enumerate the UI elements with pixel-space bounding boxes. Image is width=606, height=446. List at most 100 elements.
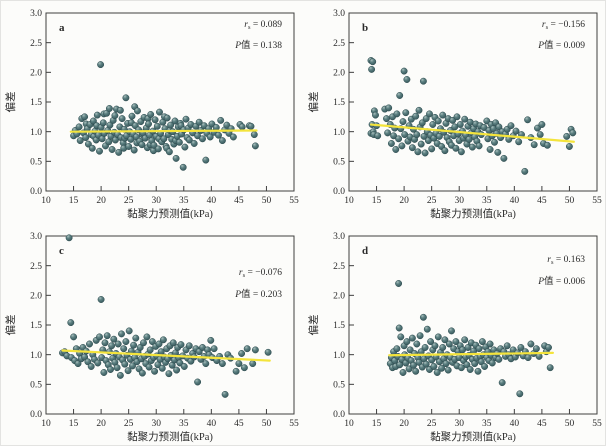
data-point — [414, 148, 422, 156]
y-tick-label: 1.0 — [30, 128, 42, 138]
data-point — [121, 360, 129, 368]
x-tick-label: 25 — [124, 196, 134, 206]
data-point — [156, 108, 163, 116]
data-point — [143, 333, 151, 341]
data-point — [97, 296, 105, 303]
data-point — [395, 324, 403, 332]
stat-p: P值 = 0.009 — [537, 39, 585, 51]
data-point — [532, 345, 540, 353]
y-tick-label: 2.5 — [333, 262, 345, 272]
y-tick-label: 0.0 — [333, 187, 345, 197]
data-point — [495, 123, 503, 131]
data-point — [249, 360, 257, 368]
scatter-points — [59, 234, 272, 398]
data-point — [169, 339, 177, 347]
data-point — [110, 335, 118, 343]
data-point — [503, 342, 511, 350]
data-point — [530, 141, 538, 149]
y-tick-label: 1.0 — [30, 351, 42, 361]
data-point — [415, 358, 423, 366]
data-point — [130, 341, 138, 349]
x-tick-label: 25 — [427, 419, 437, 429]
data-point — [512, 127, 520, 135]
data-point — [393, 110, 401, 118]
data-point — [167, 121, 175, 129]
data-point — [399, 369, 407, 376]
data-point — [516, 390, 524, 398]
data-point — [185, 342, 193, 350]
data-point — [452, 144, 460, 152]
y-tick-label: 2.0 — [30, 292, 42, 302]
data-point — [569, 129, 577, 137]
data-point — [218, 360, 226, 368]
y-tick-label: 2.5 — [333, 39, 345, 49]
data-point — [445, 340, 453, 348]
data-point — [82, 134, 90, 142]
x-tick-label: 35 — [482, 196, 492, 206]
data-point — [67, 319, 75, 327]
data-point — [146, 346, 154, 354]
x-tick-label: 15 — [69, 419, 79, 429]
y-tick-label: 2.5 — [30, 262, 42, 272]
data-point — [408, 144, 416, 152]
data-point — [175, 138, 183, 146]
data-point — [390, 132, 398, 140]
stat-p: P值 = 0.138 — [234, 39, 282, 51]
x-tick-label: 50 — [262, 419, 272, 429]
data-point — [145, 363, 153, 371]
data-point — [438, 364, 446, 372]
data-point — [486, 146, 494, 153]
x-tick-label: 40 — [207, 196, 217, 206]
data-point — [434, 333, 442, 341]
scatter-plot-b: 10 15 20 25 30 35 40 45 50 55 0.0 0.5 1.0 1.5 2.0 2.5 3.… — [307, 9, 602, 220]
data-point — [448, 327, 455, 335]
y-tick-label: 1.5 — [30, 321, 42, 331]
data-point — [182, 115, 190, 123]
data-point — [87, 363, 95, 370]
data-point — [433, 369, 441, 376]
x-tick-label: 10 — [41, 419, 51, 429]
x-tick-label: 45 — [537, 419, 547, 429]
y-axis-title: 偏差 — [4, 315, 17, 336]
data-point — [145, 120, 152, 128]
y-tick-label: 0.0 — [333, 410, 345, 420]
data-point — [108, 342, 116, 350]
y-tick-label: 3.0 — [333, 232, 345, 242]
y-tick-label: 0.0 — [30, 410, 42, 420]
x-tick-label: 20 — [399, 419, 409, 429]
data-point — [113, 364, 121, 372]
data-point — [151, 116, 159, 124]
data-point — [128, 112, 136, 120]
stat-r: rs = −0.156 — [542, 20, 585, 31]
data-point — [76, 137, 84, 145]
data-point — [400, 67, 408, 75]
data-point — [543, 141, 551, 149]
data-point — [461, 115, 469, 123]
scatter-plot-d: 10 15 20 25 30 35 40 45 50 55 0.0 0.5 1.0 1.5 2.0 2.5 3.… — [307, 232, 602, 443]
data-point — [185, 136, 193, 144]
data-point — [517, 344, 525, 351]
data-point — [264, 348, 272, 356]
data-point — [463, 361, 471, 369]
data-point — [415, 106, 423, 114]
y-tick-label: 1.0 — [333, 351, 345, 361]
data-point — [229, 133, 237, 141]
stat-r: rs = −0.076 — [239, 268, 282, 279]
data-point — [84, 140, 92, 148]
data-point — [422, 115, 430, 123]
data-point — [202, 360, 210, 368]
data-point — [221, 390, 229, 398]
data-point — [412, 367, 420, 375]
data-point — [427, 338, 435, 346]
data-point — [478, 338, 486, 346]
data-point — [439, 111, 447, 119]
x-axis-title: 黏聚力预测值(kPa) — [430, 430, 516, 443]
data-point — [122, 94, 130, 102]
y-axis-title: 偏差 — [307, 92, 320, 113]
trend-line — [61, 349, 271, 362]
y-tick-label: 0.5 — [30, 381, 42, 391]
data-point — [218, 137, 226, 145]
data-point — [419, 313, 427, 321]
data-point — [210, 345, 218, 353]
data-point — [105, 105, 113, 112]
